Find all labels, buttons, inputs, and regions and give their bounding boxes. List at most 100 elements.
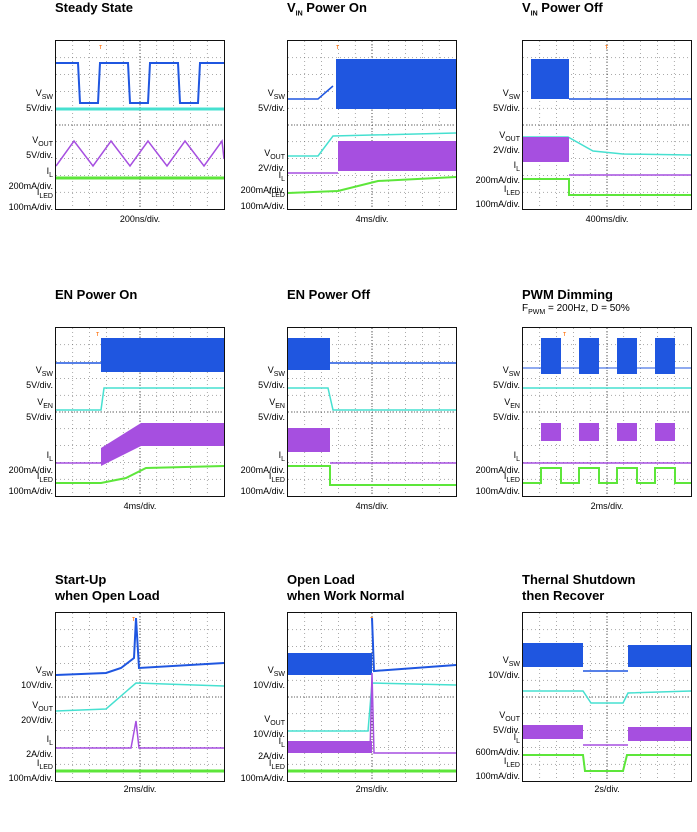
label-il: IL 200mA/div. [8, 450, 53, 475]
panel-vin-power-off: VIN Power Off ᴛ VSW 5V/div. VOUT 2V/div. I… [468, 0, 693, 260]
label-il: IL 600mA/div. [475, 732, 520, 757]
trace-vsw-switching [655, 338, 675, 374]
panel-title: EN Power On [55, 287, 138, 302]
label-ven: VEN 5V/div. [493, 397, 520, 422]
timebase-label: 2ms/div. [590, 501, 624, 511]
timebase-label: 4ms/div. [123, 501, 157, 511]
panel-en-power-off: EN Power Off VSW 5V/div. VEN 5V/div. IL 200… [235, 287, 460, 547]
trigger-marker: ᴛ [99, 44, 103, 51]
scope-screen: ᴛ [287, 612, 457, 782]
scope-screen: ᴛ [522, 327, 692, 497]
label-vout: VOUT 5V/div. [493, 710, 520, 735]
label-vsw: VSW 10V/div. [253, 665, 285, 690]
trace-il [56, 720, 224, 749]
trace-iled [523, 178, 691, 196]
label-vout: VOUT 5V/div. [26, 135, 53, 160]
label-il: IL 200mA/div. [240, 450, 285, 475]
panel-title: EN Power Off [287, 287, 371, 302]
trace-il-ripple [523, 725, 583, 739]
trace-vout [56, 387, 224, 411]
trace-iled [288, 465, 456, 486]
trace-vsw [56, 617, 224, 676]
trace-vsw-switching [288, 338, 330, 370]
label-ven: VEN 5V/div. [26, 397, 53, 422]
panel-open-load-normal: Open Load when Work Normal ᴛ VSW 10V/div.… [235, 572, 460, 832]
scope-screen: ᴛ [522, 40, 692, 210]
trace-vsw [56, 62, 224, 104]
timebase-label: 400ms/div. [585, 214, 629, 224]
panel-title: Open Load when Work Normal [287, 572, 405, 603]
label-il: IL 2A/div. [26, 734, 53, 759]
scope-screen: ᴛ [55, 327, 225, 497]
label-ven: VEN 5V/div. [258, 397, 285, 422]
panel-pwm-dimming: PWM Dimming FPWM = 200Hz, D = 50% ᴛ VSW 5… [468, 287, 693, 547]
trace-vsw [288, 85, 334, 100]
label-vsw: VSW 5V/div. [493, 365, 520, 390]
scope-screen: ᴛ [287, 40, 457, 210]
panel-thermal-shutdown: Thernal Shutdown then Recover VSW 10V/div… [468, 572, 693, 832]
scope-screen: ᴛ [55, 40, 225, 210]
scope-screen [522, 612, 692, 782]
scope-screen: ᴛ [55, 612, 225, 782]
timebase-label: 2ms/div. [123, 784, 157, 794]
trace-vsw-switching [336, 59, 456, 109]
label-iled: ILED 100mA/div. [240, 758, 285, 783]
label-iled: ILED 100mA/div. [475, 471, 520, 496]
panel-vin-power-on: VIN Power On ᴛ VSW 5V/div. VOUT 2V/div. IL… [235, 0, 460, 260]
scope-plot: ᴛ [288, 41, 456, 209]
trace-il-ripple [523, 137, 569, 162]
label-vout: VOUT 10V/div. [253, 714, 285, 739]
trace-iled [523, 754, 691, 772]
label-vsw: VSW 5V/div. [258, 365, 285, 390]
trace-il-ripple [338, 141, 456, 171]
panel-en-power-on: EN Power On ᴛ VSW 5V/div. VEN 5V/div. IL 20… [0, 287, 225, 547]
label-il: IL 2A/div. [258, 736, 285, 761]
label-il: IL 200mA/div. [475, 160, 520, 185]
label-vsw: VSW 5V/div. [26, 88, 53, 113]
timebase-label: 200ns/div. [119, 214, 161, 224]
scope-plot: ᴛ [523, 328, 691, 496]
trace-vout [288, 387, 456, 411]
trace-vsw-switching [101, 338, 224, 372]
label-iled: ILED 100mA/div. [475, 756, 520, 781]
trace-vsw-switching [617, 338, 637, 374]
label-vsw: VSW 10V/div. [488, 655, 520, 680]
trace-vout [288, 132, 456, 157]
trace-iled [288, 176, 456, 194]
panel-startup-open-load: Start-Up when Open Load ᴛ VSW 10V/div. VO… [0, 572, 225, 832]
trigger-marker: ᴛ [132, 616, 136, 623]
timebase-label: 4ms/div. [355, 214, 389, 224]
label-vsw: VSW 5V/div. [493, 88, 520, 113]
trace-vsw-switching [531, 59, 569, 99]
trigger-marker: ᴛ [336, 44, 340, 51]
scope-plot [288, 328, 456, 496]
label-il: IL 200mA/div. [240, 170, 285, 195]
panel-title: Steady State [55, 0, 134, 15]
trigger-marker: ᴛ [563, 331, 567, 338]
timebase-label: 4ms/div. [355, 501, 389, 511]
label-il: IL 200mA/div. [8, 166, 53, 191]
trace-vout [523, 690, 691, 704]
panel-title: Thernal Shutdown then Recover [522, 572, 636, 603]
label-vsw: VSW 5V/div. [258, 88, 285, 113]
label-iled: ILED 100mA/div. [475, 184, 520, 209]
trigger-marker: ᴛ [96, 331, 100, 338]
trace-il [369, 672, 456, 754]
label-iled: ILED 100mA/div. [8, 758, 53, 783]
trace-iled [523, 467, 691, 484]
timebase-label: 2s/div. [594, 784, 620, 794]
panel-subtitle: FPWM = 200Hz, D = 50% [522, 303, 630, 316]
panel-steady-state: Steady State ᴛ VSW 5V/div. VOUT 5V/div. IL… [0, 0, 225, 260]
label-vout: VOUT 20V/div. [21, 700, 53, 725]
panel-title: PWM Dimming [522, 287, 613, 302]
trace-vout [288, 682, 456, 732]
trace-vout [56, 682, 224, 712]
scope-plot: ᴛ [56, 41, 224, 209]
panel-title: VIN Power On [287, 0, 367, 18]
trace-il-ripple [288, 428, 330, 452]
label-il: IL 200mA/div. [475, 450, 520, 475]
label-iled: ILED 100mA/div. [240, 471, 285, 496]
trace-vsw-switching [579, 338, 599, 374]
trace-il-ripple [655, 423, 675, 441]
trigger-marker: ᴛ [605, 44, 609, 51]
